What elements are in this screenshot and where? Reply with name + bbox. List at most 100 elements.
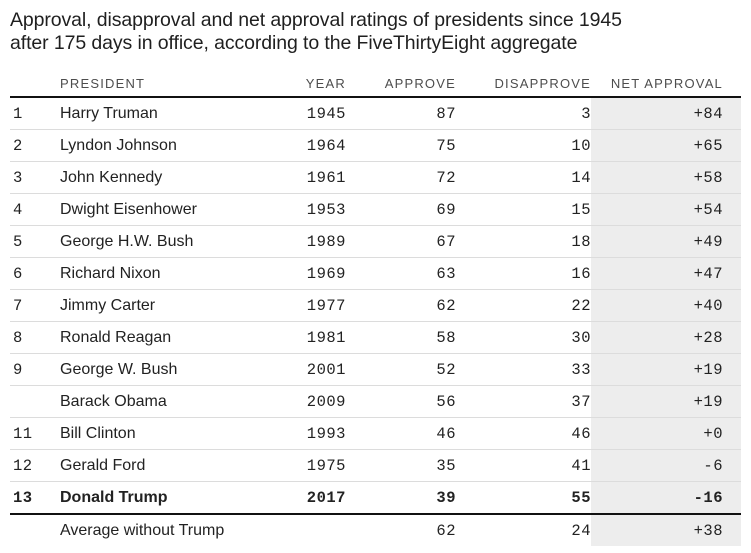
rank-cell (10, 515, 60, 546)
net-approval-cell: +19 (591, 386, 741, 417)
table-row: 4 Dwight Eisenhower 1953 69 15 +54 (10, 194, 741, 226)
president-cell: Barack Obama (60, 392, 167, 410)
disapprove-cell: 41 (571, 456, 591, 475)
page: Approval, disapproval and net approval r… (0, 9, 751, 546)
rank-cell: 6 (13, 264, 23, 283)
year-cell: 1975 (306, 456, 346, 475)
approve-cell: 46 (436, 424, 456, 443)
year-cell: 1969 (306, 264, 346, 283)
net-approval-cell: +54 (591, 194, 741, 225)
year-cell: 2017 (306, 488, 346, 507)
approve-cell: 35 (436, 456, 456, 475)
approve-cell: 62 (436, 296, 456, 315)
approve-cell: 75 (436, 136, 456, 155)
rank-cell: 4 (13, 200, 23, 219)
table-row: 3 John Kennedy 1961 72 14 +58 (10, 162, 741, 194)
president-cell: John Kennedy (60, 168, 163, 186)
header-year: YEAR (305, 76, 346, 91)
header-disapprove: DISAPPROVE (494, 76, 591, 91)
approve-cell: 69 (436, 200, 456, 219)
disapprove-cell: 37 (571, 392, 591, 411)
net-approval-cell: +38 (591, 515, 741, 546)
header-approve: APPROVE (384, 76, 456, 91)
table-row: 2 Lyndon Johnson 1964 75 10 +65 (10, 130, 741, 162)
net-approval-cell: -16 (591, 482, 741, 513)
net-approval-cell: +49 (591, 226, 741, 257)
approve-cell: 67 (436, 232, 456, 251)
president-cell: George W. Bush (60, 360, 178, 378)
disapprove-cell: 22 (571, 296, 591, 315)
disapprove-cell: 55 (571, 488, 591, 507)
table-row-average: Average without Trump 62 24 +38 (10, 515, 741, 546)
header-net-approval: NET APPROVAL (610, 76, 723, 91)
net-approval-cell: -6 (591, 450, 741, 481)
table-row: 11 Bill Clinton 1993 46 46 +0 (10, 418, 741, 450)
net-approval-cell: +84 (591, 98, 741, 129)
net-approval-cell: +47 (591, 258, 741, 289)
net-approval-cell: +0 (591, 418, 741, 449)
net-approval-cell: +65 (591, 130, 741, 161)
net-approval-cell: +19 (591, 354, 741, 385)
rank-cell: 12 (13, 456, 33, 475)
disapprove-cell: 14 (571, 168, 591, 187)
year-cell: 2001 (306, 360, 346, 379)
year-cell: 1964 (306, 136, 346, 155)
president-cell: Gerald Ford (60, 456, 146, 474)
president-cell: Jimmy Carter (60, 296, 156, 314)
president-cell: Lyndon Johnson (60, 136, 177, 154)
disapprove-cell: 18 (571, 232, 591, 251)
disapprove-cell: 3 (581, 104, 591, 123)
rank-cell: 9 (13, 360, 23, 379)
header-rank (10, 71, 60, 96)
approve-cell: 62 (436, 521, 456, 540)
table-row-trump: 13 Donald Trump 2017 39 55 -16 (10, 482, 741, 515)
year-cell: 1977 (306, 296, 346, 315)
president-cell: Donald Trump (60, 488, 168, 506)
table-row: 6 Richard Nixon 1969 63 16 +47 (10, 258, 741, 290)
rank-cell: 5 (13, 232, 23, 251)
approval-ratings-table: PRESIDENT YEAR APPROVE DISAPPROVE NET AP… (10, 71, 741, 546)
president-cell: Average without Trump (60, 521, 225, 539)
rank-cell (10, 386, 60, 417)
title-line-1: Approval, disapproval and net approval r… (10, 9, 622, 31)
disapprove-cell: 24 (571, 521, 591, 540)
year-cell: 1953 (306, 200, 346, 219)
table-header-row: PRESIDENT YEAR APPROVE DISAPPROVE NET AP… (10, 71, 741, 98)
rank-cell: 7 (13, 296, 23, 315)
president-cell: Dwight Eisenhower (60, 200, 197, 218)
president-cell: George H.W. Bush (60, 232, 194, 250)
table-row: 5 George H.W. Bush 1989 67 18 +49 (10, 226, 741, 258)
year-cell: 1981 (306, 328, 346, 347)
year-cell: 1945 (306, 104, 346, 123)
header-president: PRESIDENT (60, 76, 146, 91)
president-cell: Richard Nixon (60, 264, 161, 282)
president-cell: Ronald Reagan (60, 328, 172, 346)
net-approval-cell: +58 (591, 162, 741, 193)
table-row: Barack Obama 2009 56 37 +19 (10, 386, 741, 418)
disapprove-cell: 33 (571, 360, 591, 379)
title-line-2: after 175 days in office, according to t… (10, 32, 578, 54)
approve-cell: 63 (436, 264, 456, 283)
rank-cell: 3 (13, 168, 23, 187)
rank-cell: 13 (13, 488, 33, 507)
approve-cell: 58 (436, 328, 456, 347)
rank-cell: 1 (13, 104, 23, 123)
president-cell: Harry Truman (60, 104, 158, 122)
disapprove-cell: 46 (571, 424, 591, 443)
table-row: 1 Harry Truman 1945 87 3 +84 (10, 98, 741, 130)
year-cell (265, 515, 346, 546)
disapprove-cell: 15 (571, 200, 591, 219)
disapprove-cell: 16 (571, 264, 591, 283)
disapprove-cell: 30 (571, 328, 591, 347)
rank-cell: 2 (13, 136, 23, 155)
approve-cell: 56 (436, 392, 456, 411)
net-approval-cell: +40 (591, 290, 741, 321)
net-approval-cell: +28 (591, 322, 741, 353)
rank-cell: 11 (13, 424, 33, 443)
approve-cell: 52 (436, 360, 456, 379)
disapprove-cell: 10 (571, 136, 591, 155)
table-row: 12 Gerald Ford 1975 35 41 -6 (10, 450, 741, 482)
approve-cell: 72 (436, 168, 456, 187)
approve-cell: 87 (436, 104, 456, 123)
rank-cell: 8 (13, 328, 23, 347)
